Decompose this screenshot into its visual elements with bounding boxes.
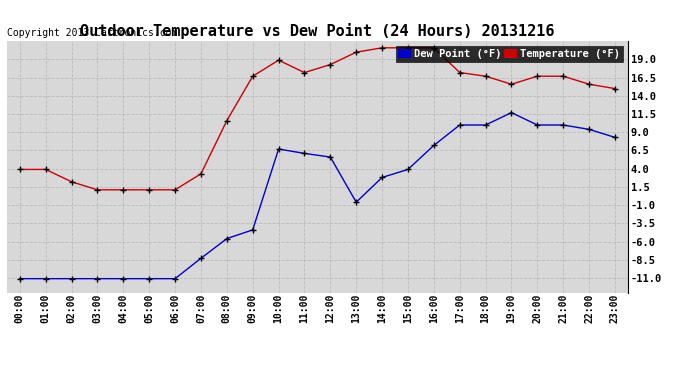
Text: Copyright 2013 Cartronics.com: Copyright 2013 Cartronics.com: [7, 28, 177, 38]
Legend: Dew Point (°F), Temperature (°F): Dew Point (°F), Temperature (°F): [395, 46, 622, 62]
Title: Outdoor Temperature vs Dew Point (24 Hours) 20131216: Outdoor Temperature vs Dew Point (24 Hou…: [80, 23, 555, 39]
